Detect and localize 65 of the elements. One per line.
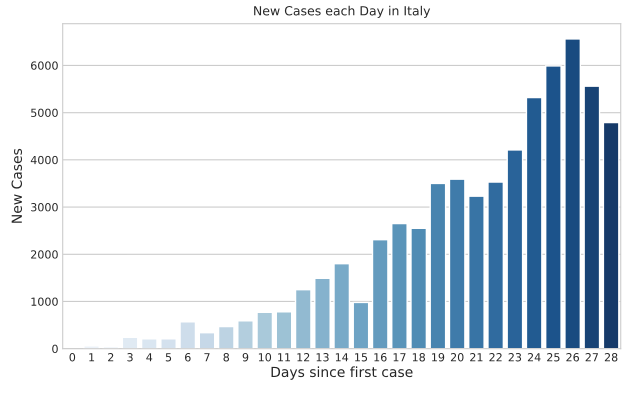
x-tick-label: 21 (470, 353, 482, 362)
x-tick-label: 27 (586, 353, 598, 362)
bar (276, 311, 292, 349)
x-tick-label: 22 (489, 353, 502, 362)
bar (122, 336, 138, 349)
y-tick-label: 0 (52, 344, 58, 354)
y-tick-label: 3000 (31, 203, 58, 212)
y-tick-label: 4000 (30, 156, 58, 164)
bar (352, 302, 370, 349)
x-tick-label: 3 (127, 353, 133, 362)
x-tick-label: 11 (278, 353, 290, 362)
bar (410, 228, 428, 349)
bar (333, 263, 350, 349)
x-tick-label: 5 (166, 353, 172, 362)
bar (218, 326, 235, 349)
bar (526, 96, 543, 349)
bar (448, 178, 466, 349)
x-tick-label: 16 (374, 353, 387, 362)
bar (468, 196, 485, 349)
x-tick-label: 25 (547, 353, 560, 362)
y-tick-label: 1000 (31, 297, 58, 306)
y-tick-label: 6000 (31, 61, 58, 70)
y-tick-label: 2000 (31, 250, 58, 259)
x-tick-label: 7 (204, 353, 210, 362)
y-tick-label: 5000 (31, 108, 58, 118)
bar (256, 312, 274, 349)
x-tick-label: 24 (528, 353, 541, 362)
x-tick-label: 17 (394, 353, 406, 362)
bar (140, 338, 158, 349)
bar (506, 149, 524, 349)
bar (372, 238, 389, 349)
x-tick-label: 8 (223, 353, 230, 362)
bar (179, 321, 196, 349)
bar (430, 182, 446, 349)
x-axis-title: Days since first case (272, 366, 413, 380)
x-tick-label: 2 (108, 353, 114, 362)
chart-title: New Cases each Day in Italy (254, 6, 430, 18)
x-tick-label: 26 (566, 353, 579, 362)
x-tick-label: 6 (185, 353, 191, 362)
bar (160, 338, 177, 349)
x-tick-label: 18 (412, 353, 425, 362)
x-tick-label: 23 (508, 353, 522, 362)
x-tick-label: 4 (146, 353, 152, 362)
bar (391, 222, 408, 349)
bar (583, 86, 600, 349)
bar (294, 288, 312, 349)
x-tick-label: 19 (432, 353, 444, 362)
x-tick-label: 28 (604, 353, 618, 362)
x-tick-label: 9 (242, 353, 248, 362)
x-tick-label: 12 (297, 353, 310, 362)
x-tick-label: 20 (450, 353, 464, 362)
x-tick-label: 0 (70, 353, 76, 362)
bar (237, 320, 254, 349)
x-tick-label: 10 (258, 353, 272, 362)
x-tick-label: 1 (89, 353, 94, 362)
x-tick-label: 14 (336, 353, 348, 362)
x-tick-label: 15 (355, 353, 368, 362)
bar (544, 65, 562, 349)
bar (198, 332, 216, 349)
bar (564, 38, 582, 349)
bar (314, 278, 331, 349)
x-tick-label: 13 (316, 353, 329, 362)
bar (602, 122, 620, 349)
y-axis-title: New Cases (12, 148, 22, 223)
bar (487, 181, 504, 349)
